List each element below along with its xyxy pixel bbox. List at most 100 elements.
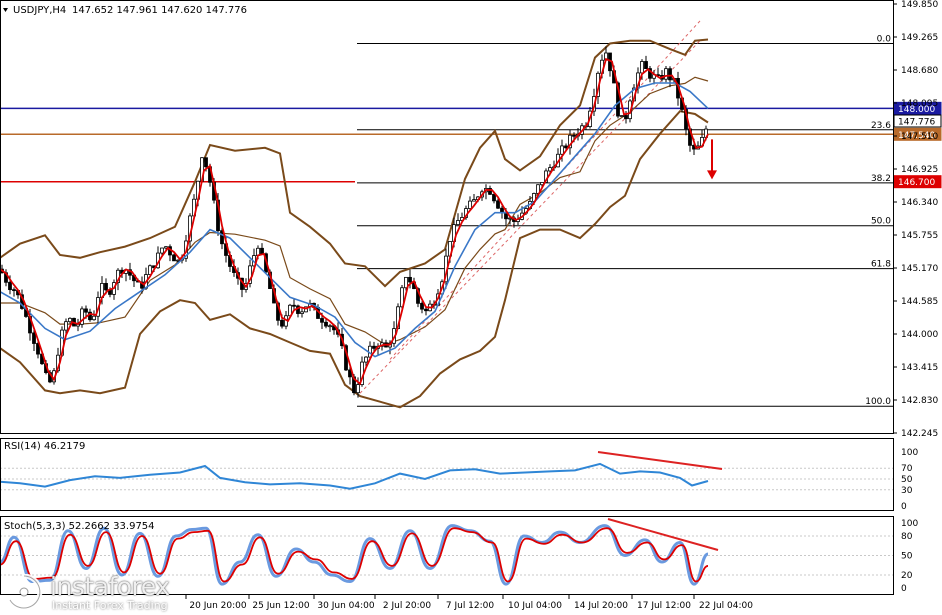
rsi-pane-border (0, 438, 894, 511)
price-pane-border (0, 0, 894, 434)
price-axis[interactable]: 149.850 149.265 148.680 148.095 147.510 146.9… (893, 0, 938, 439)
price-tick-label-13: 142.245 (901, 429, 938, 439)
stochastic-axis: 100 80 50 20 0 (901, 519, 918, 594)
price-tick-label-11: 143.415 (901, 363, 938, 373)
time-tick-label-6: 14 Jul 20:00 (574, 601, 628, 611)
candle-body-82 (328, 325, 332, 328)
moving-average-slow (0, 82, 709, 358)
fib-label-2: 38.2 (871, 174, 891, 184)
dropdown-icon[interactable] (3, 8, 8, 12)
candle-body-160 (640, 61, 644, 74)
bollinger-lower (0, 110, 709, 409)
rsi-tick-label-0: 100 (901, 448, 918, 458)
candle-body-141 (564, 145, 568, 149)
ohlc-values: 147.652 147.961 147.620 147.776 (72, 5, 247, 16)
time-tick-label-2: 30 Jun 04:00 (317, 601, 374, 611)
price-tick-label-6: 146.340 (901, 198, 938, 208)
candle-body-37 (148, 265, 152, 275)
price-tick-label-12: 142.830 (901, 396, 938, 406)
price-level-label-1: 147.776 (898, 117, 935, 127)
stochastic-tick-label-1: 80 (901, 532, 913, 542)
candle-body-127 (508, 217, 512, 220)
candle-body-137 (548, 167, 552, 172)
candle-body-43 (172, 254, 176, 262)
candle-body-70 (280, 319, 284, 327)
candle-body-155 (620, 115, 624, 117)
rsi-title: RSI(14) 46.2179 (4, 441, 85, 452)
rsi-grid (0, 467, 893, 491)
chart-header: USDJPY,H4 147.652 147.961 147.620 147.77… (3, 5, 247, 16)
candle-body-62 (248, 265, 252, 284)
candle-body-123 (492, 193, 496, 202)
time-tick-label-5: 10 Jul 04:00 (508, 601, 562, 611)
candle-body-134 (536, 184, 540, 194)
candle-body-167 (668, 68, 672, 81)
stochastic-divergence-line (607, 518, 719, 551)
rsi-line (0, 462, 709, 490)
candle-body-156 (624, 115, 628, 120)
price-tick-label-2: 148.680 (901, 66, 938, 76)
watermark-tagline: Instant Forex Trading (52, 599, 168, 612)
price-level-label-3: 146.700 (898, 178, 935, 188)
candle-body-23 (92, 315, 96, 321)
candle-body-166 (664, 68, 668, 80)
candle-body-73 (292, 304, 296, 307)
fib-label-1: 23.6 (871, 121, 891, 131)
candle-body-117 (468, 200, 472, 209)
candle-body-8 (32, 332, 36, 344)
candle-body-80 (320, 318, 324, 323)
candle-body-2 (8, 281, 12, 291)
time-axis[interactable]: 20 Jun 20:00 25 Jun 12:00 30 Jun 04:00 2 Ju… (185, 595, 753, 611)
candle-body-16 (64, 321, 68, 331)
price-tick-label-8: 145.170 (901, 264, 938, 274)
forecast-arrow-head (707, 170, 717, 180)
stochastic-tick-label-3: 20 (901, 571, 913, 581)
candle-body-124 (496, 200, 500, 209)
candle-body-81 (324, 321, 328, 327)
price-tick-label-7: 145.755 (901, 231, 938, 241)
stochastic-signal-line (0, 527, 709, 583)
candle-body-143 (572, 134, 576, 137)
candle-body-26 (104, 283, 108, 291)
candle-body-102 (408, 276, 412, 283)
price-tick-label-1: 149.265 (901, 33, 938, 43)
stochastic-title: Stoch(5,3,3) 52.2662 33.9754 (4, 521, 155, 532)
price-tick-label-10: 144.000 (901, 330, 938, 340)
stochastic-tick-label-0: 100 (901, 519, 918, 529)
time-tick-label-4: 7 Jul 12:00 (446, 601, 495, 611)
candle-body-161 (644, 61, 648, 69)
candle-body-118 (472, 199, 476, 202)
time-tick-label-7: 17 Jul 12:00 (637, 601, 691, 611)
candle-body-140 (560, 145, 564, 155)
time-tick-label-3: 2 Jul 20:00 (383, 601, 432, 611)
candle-body-21 (84, 308, 88, 313)
rsi-tick-label-4: 0 (901, 502, 907, 512)
candle-body-20 (80, 308, 84, 325)
price-tick-label-5: 146.925 (901, 165, 938, 175)
candle-body-75 (300, 311, 304, 314)
fib-label-4: 61.8 (871, 260, 891, 270)
candle-body-114 (456, 220, 460, 226)
price-level-label-0: 148.000 (898, 105, 935, 115)
candle-body-142 (568, 134, 572, 149)
price-level-label-2: 147.540 (898, 131, 935, 141)
symbol-label: USDJPY,H4 (13, 5, 66, 16)
fib-label-5: 100.0 (865, 397, 891, 407)
time-tick-label-0: 20 Jun 20:00 (189, 601, 246, 611)
rsi-pane[interactable]: RSI(14) 46.2179 (0, 438, 894, 511)
candle-body-51 (204, 157, 208, 168)
price-levels: 148.000 147.776 147.540 146.700 (0, 101, 942, 189)
candle-body-154 (616, 82, 620, 117)
price-tick-label-4: 147.510 (901, 132, 938, 142)
candle-body-106 (424, 308, 428, 312)
instaforex-logo-icon (7, 574, 43, 610)
candle-body-44 (176, 259, 180, 262)
rsi-divergence-line (597, 451, 723, 470)
moving-average-fast (0, 57, 709, 386)
candle-body-125 (500, 207, 504, 213)
stochastic-pane[interactable]: Stoch(5,3,3) 52.2662 33.9754 (0, 516, 894, 595)
candle-body-122 (488, 188, 492, 195)
time-tick-label-8: 22 Jul 04:00 (699, 601, 753, 611)
